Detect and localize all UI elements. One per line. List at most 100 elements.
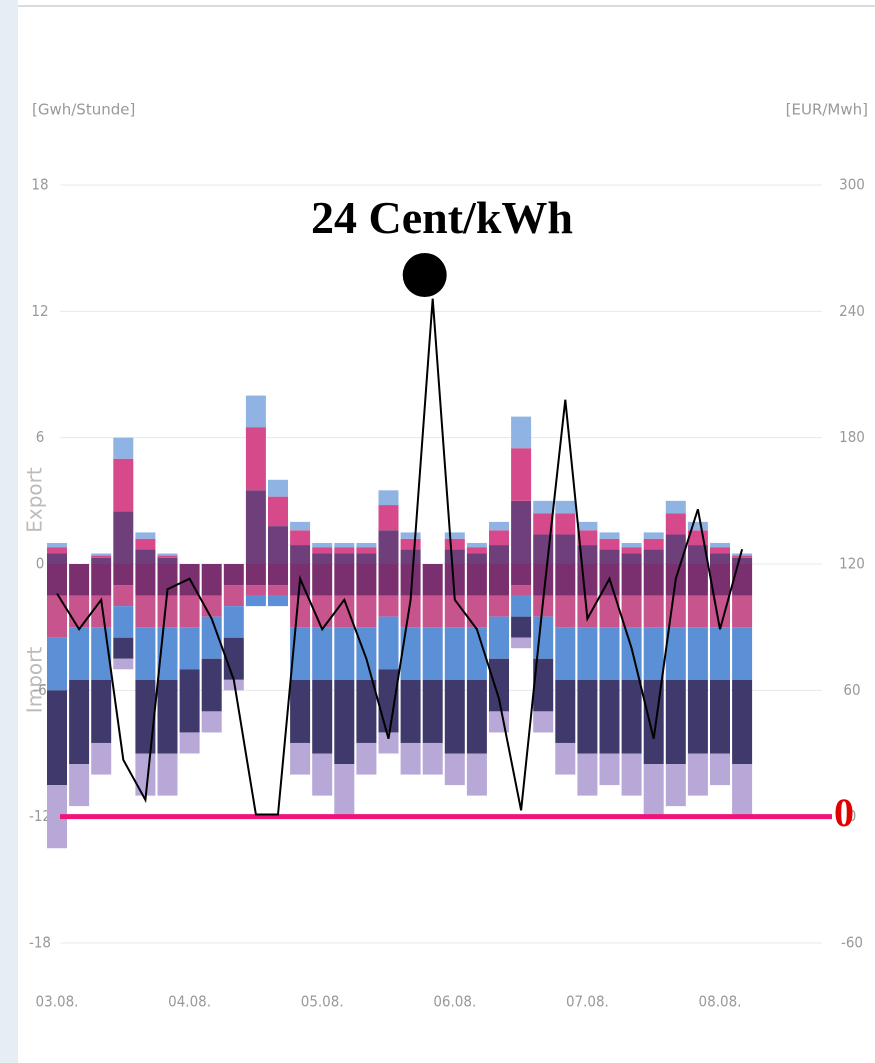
bar-segment <box>444 679 465 754</box>
bar-segment <box>599 753 620 786</box>
bar-segment <box>378 490 399 506</box>
bar-segment <box>334 679 355 765</box>
bar-segment <box>511 585 532 596</box>
bar-segment <box>400 742 421 775</box>
bar-segment <box>312 553 333 564</box>
x-tick-label: 08.08. <box>699 993 742 1011</box>
y-tick-label: -12 <box>29 807 51 825</box>
bar-segment <box>466 679 487 754</box>
bar-segment <box>444 538 465 550</box>
bar-segment <box>400 627 421 680</box>
bar-segment <box>511 616 532 638</box>
bar-segment <box>466 547 487 554</box>
bar-segment <box>69 564 90 596</box>
bar-segment <box>621 547 642 554</box>
bar-segment <box>157 555 178 558</box>
bar-segment <box>312 542 333 548</box>
bar-segment <box>356 547 377 554</box>
bar-segment <box>290 595 311 628</box>
bar-segment <box>268 526 288 564</box>
bar-segment <box>643 532 664 539</box>
bar-segment <box>687 545 708 564</box>
bar-segment <box>621 553 642 564</box>
bar-segment <box>732 595 753 628</box>
bar-segment <box>334 553 355 564</box>
bar-segment <box>577 753 598 796</box>
bar-segment <box>732 679 753 765</box>
bar-segment <box>422 742 443 775</box>
bar-segment <box>201 564 222 596</box>
bar-segment <box>157 557 178 564</box>
bar-segment <box>732 564 753 596</box>
bar-segment <box>378 595 399 617</box>
bar-segment <box>334 764 355 817</box>
bar-segment <box>533 564 554 596</box>
y-tick-label: 0 <box>36 555 45 573</box>
bar-segment <box>732 627 753 680</box>
bar-segment <box>444 564 465 596</box>
bar-segment <box>378 732 399 754</box>
import-label: Import <box>23 647 47 714</box>
bar-segment <box>444 549 465 564</box>
bar-segment <box>356 742 377 775</box>
bar-segment <box>179 627 200 670</box>
bar-segment <box>466 542 487 548</box>
bar-segment <box>489 595 509 617</box>
bar-segment <box>91 555 112 558</box>
bar-segment <box>356 542 377 548</box>
bar-segment <box>489 545 509 564</box>
bar-segment <box>577 530 598 546</box>
bar-segment <box>555 627 576 680</box>
bar-segment <box>356 679 377 743</box>
bar-segment <box>643 595 664 628</box>
bar-segment <box>69 627 90 680</box>
bar-segment <box>91 557 112 564</box>
bar-segment <box>687 595 708 628</box>
bar-segment <box>511 595 532 617</box>
bar-segment <box>47 542 67 548</box>
bar-segment <box>378 505 399 531</box>
bar-segment <box>135 532 156 539</box>
bar-segment <box>643 764 664 817</box>
bar-segment <box>113 658 134 670</box>
bar-segment <box>466 627 487 680</box>
bar-segment <box>577 679 598 754</box>
bar-segment <box>135 549 156 564</box>
export-label: Export <box>23 467 47 533</box>
y-tick-label: -6 <box>33 681 46 699</box>
bar-segment <box>400 532 421 539</box>
bar-segment <box>422 564 443 596</box>
y-tick-label: 6 <box>36 428 45 446</box>
y-tick-label: 12 <box>31 302 48 320</box>
bar-segment <box>687 627 708 680</box>
y-tick-label: -18 <box>29 934 51 952</box>
bar-segment <box>312 627 333 680</box>
bar-segment <box>400 679 421 743</box>
bar-segment <box>533 513 554 535</box>
bar-segment <box>643 538 664 550</box>
y2-tick-label: 300 <box>839 176 865 194</box>
bar-segment <box>599 595 620 628</box>
bar-segment <box>157 753 178 796</box>
y2-tick-label: 0 <box>848 807 857 825</box>
bar-segment <box>665 627 686 680</box>
bar-segment <box>201 658 222 712</box>
bar-segment <box>400 549 421 564</box>
bar-segment <box>466 595 487 628</box>
bar-segment <box>422 595 443 628</box>
bar-segment <box>135 753 156 796</box>
bar-segment <box>47 564 67 596</box>
bar-segment <box>621 542 642 548</box>
bar-segment <box>47 595 67 638</box>
bar-segment <box>444 532 465 539</box>
y-tick-label: 18 <box>31 176 48 194</box>
y2-tick-label: 180 <box>839 428 865 446</box>
bar-segment <box>312 547 333 554</box>
bar-segment <box>732 764 753 817</box>
bar-segment <box>599 679 620 754</box>
bar-segment <box>378 616 399 670</box>
bar-segment <box>555 500 576 514</box>
bar-segment <box>444 753 465 786</box>
bar-segment <box>555 742 576 775</box>
